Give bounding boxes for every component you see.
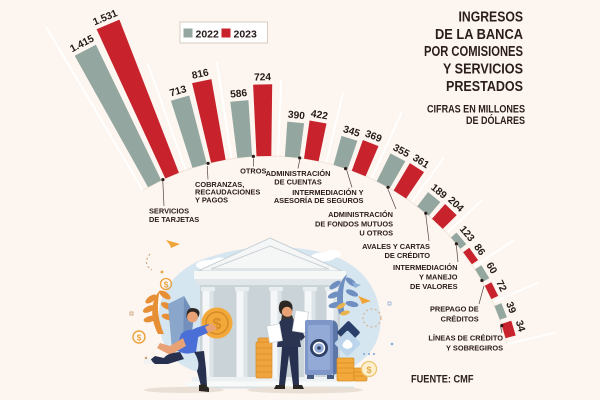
svg-text:713: 713 (169, 84, 189, 99)
svg-text:2022: 2022 (196, 28, 220, 40)
svg-text:DE CUENTAS: DE CUENTAS (274, 177, 322, 186)
svg-text:AVALES Y CARTAS: AVALES Y CARTAS (362, 242, 430, 251)
svg-text:SERVICIOS: SERVICIOS (149, 207, 189, 216)
svg-text:Y SOBREGIROS: Y SOBREGIROS (446, 343, 503, 352)
svg-text:586: 586 (230, 88, 248, 101)
svg-text:ADMINISTRACIÓN: ADMINISTRACIÓN (328, 210, 393, 219)
svg-text:CRÉDITOS: CRÉDITOS (441, 314, 479, 323)
svg-text:DE CRÉDITO: DE CRÉDITO (385, 251, 431, 260)
svg-text:DE FONDOS MUTUOS: DE FONDOS MUTUOS (315, 219, 393, 228)
svg-text:DE DÓLARES: DE DÓLARES (466, 114, 525, 127)
svg-text:$: $ (137, 334, 142, 343)
svg-text:PRESTADOS: PRESTADOS (446, 79, 523, 95)
svg-text:39: 39 (503, 301, 517, 316)
svg-text:345: 345 (342, 124, 362, 140)
svg-text:72: 72 (493, 279, 508, 294)
svg-text:DE VALORES: DE VALORES (410, 282, 458, 291)
svg-text:RECAUDACIONES: RECAUDACIONES (195, 188, 260, 197)
svg-text:INGRESOS: INGRESOS (459, 10, 524, 26)
svg-text:422: 422 (310, 109, 329, 123)
svg-text:CIFRAS EN MILLONES: CIFRAS EN MILLONES (427, 103, 525, 115)
svg-text:Y PAGOS: Y PAGOS (195, 196, 228, 205)
svg-text:INTERMEDIACIÓN Y: INTERMEDIACIÓN Y (292, 188, 363, 197)
svg-text:DE LA BANCA: DE LA BANCA (435, 27, 523, 43)
svg-text:$: $ (164, 281, 169, 290)
svg-text:2023: 2023 (234, 28, 258, 40)
svg-text:U OTROS: U OTROS (359, 229, 393, 238)
svg-text:816: 816 (191, 67, 210, 81)
svg-text:60: 60 (483, 261, 498, 277)
svg-text:DE TARJETAS: DE TARJETAS (149, 215, 199, 224)
svg-text:LÍNEAS DE CRÉDITO: LÍNEAS DE CRÉDITO (428, 333, 503, 342)
svg-text:724: 724 (254, 72, 272, 83)
svg-text:ADMINISTRACIÓN: ADMINISTRACIÓN (266, 169, 331, 178)
svg-text:$: $ (213, 316, 222, 333)
svg-text:OTROS: OTROS (240, 167, 266, 176)
svg-text:PREPAGO DE: PREPAGO DE (430, 305, 479, 314)
svg-text:Y MANEJO: Y MANEJO (419, 272, 458, 281)
svg-text:COBRANZAS,: COBRANZAS, (195, 180, 244, 189)
svg-text:POR COMISIONES: POR COMISIONES (424, 44, 523, 60)
svg-text:INTERMEDIACIÓN: INTERMEDIACIÓN (393, 263, 457, 272)
svg-text:ASESORÍA DE SEGUROS: ASESORÍA DE SEGUROS (274, 196, 364, 205)
svg-text:Y SERVICIOS: Y SERVICIOS (443, 62, 523, 78)
svg-text:34: 34 (513, 319, 527, 333)
svg-text:$: $ (366, 365, 371, 375)
svg-text:390: 390 (287, 110, 305, 123)
svg-text:FUENTE: CMF: FUENTE: CMF (411, 374, 474, 386)
